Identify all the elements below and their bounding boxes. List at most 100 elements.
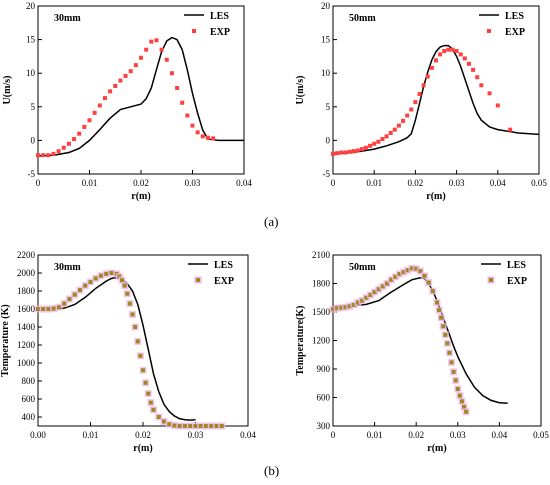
exp-marker bbox=[130, 312, 135, 317]
y-tick-label: 900 bbox=[317, 364, 331, 374]
y-tick-label: 2100 bbox=[312, 250, 331, 260]
y-tick-label: 15 bbox=[26, 35, 36, 45]
exp-marker bbox=[67, 297, 72, 302]
y-tick-label: 0 bbox=[31, 135, 36, 145]
y-tick-label: 5 bbox=[31, 102, 36, 112]
exp-marker bbox=[219, 424, 224, 428]
caption-b: (b) bbox=[264, 463, 280, 478]
exp-marker bbox=[455, 386, 460, 391]
y-tick-label: 5 bbox=[326, 102, 331, 112]
exp-marker bbox=[185, 113, 190, 118]
y-tick-label: 800 bbox=[22, 376, 36, 386]
exp-marker bbox=[144, 47, 149, 52]
exp-marker bbox=[138, 353, 143, 358]
exp-marker bbox=[457, 393, 462, 398]
exp-marker bbox=[87, 118, 92, 123]
exp-marker bbox=[421, 83, 426, 88]
exp-marker bbox=[414, 266, 419, 271]
exp-marker bbox=[409, 107, 414, 112]
exp-marker bbox=[66, 141, 71, 146]
exp-marker bbox=[78, 288, 82, 293]
exp-marker bbox=[109, 271, 114, 275]
exp-marker bbox=[41, 307, 46, 311]
exp-marker bbox=[148, 400, 153, 405]
exp-marker bbox=[88, 280, 93, 284]
exp-marker bbox=[495, 103, 500, 108]
panel-title: 50mm bbox=[349, 13, 376, 24]
legend-label-exp: EXP bbox=[214, 276, 234, 287]
exp-marker bbox=[363, 145, 368, 150]
exp-marker bbox=[405, 268, 410, 273]
exp-marker bbox=[360, 298, 365, 303]
exp-marker bbox=[133, 325, 138, 329]
exp-marker bbox=[425, 74, 430, 79]
x-tick-label: 0.02 bbox=[133, 178, 149, 188]
exp-marker bbox=[154, 38, 159, 43]
exp-marker bbox=[46, 153, 51, 158]
exp-marker bbox=[397, 272, 402, 276]
legend-label-les: LES bbox=[210, 11, 229, 22]
y-axis-label: U(m/s) bbox=[2, 76, 13, 105]
exp-marker bbox=[193, 424, 198, 428]
exp-marker bbox=[442, 49, 447, 54]
exp-marker bbox=[453, 378, 458, 383]
x-axis-label: r(m) bbox=[133, 443, 152, 454]
exp-marker bbox=[335, 151, 340, 156]
exp-marker bbox=[156, 415, 161, 419]
exp-marker bbox=[351, 302, 356, 307]
exp-marker bbox=[57, 305, 61, 310]
exp-marker bbox=[479, 83, 484, 88]
y-tick-label: 1400 bbox=[17, 322, 36, 332]
legend-marker-exp bbox=[196, 278, 200, 282]
les-curve bbox=[333, 277, 508, 404]
plot-frame bbox=[332, 5, 540, 175]
exp-marker bbox=[437, 308, 442, 313]
exp-marker bbox=[169, 71, 174, 76]
exp-marker bbox=[92, 110, 97, 115]
exp-marker bbox=[351, 149, 356, 154]
y-tick-label: 1000 bbox=[17, 358, 36, 368]
exp-marker bbox=[83, 283, 88, 288]
exp-marker bbox=[143, 380, 148, 385]
exp-marker bbox=[368, 292, 373, 297]
y-tick-label: 1200 bbox=[312, 336, 331, 346]
exp-marker bbox=[118, 78, 123, 83]
x-tick-label: 0.05 bbox=[533, 430, 549, 440]
exp-marker bbox=[447, 350, 452, 355]
x-tick-label: 0.05 bbox=[531, 178, 547, 188]
x-tick-label: 0.01 bbox=[366, 178, 382, 188]
exp-marker bbox=[164, 57, 169, 62]
exp-marker bbox=[446, 47, 451, 52]
legend-marker-exp bbox=[489, 278, 493, 282]
y-tick-label: 20 bbox=[26, 1, 36, 11]
x-tick-label: 0.02 bbox=[408, 178, 424, 188]
exp-marker bbox=[214, 424, 219, 428]
x-tick-label: 0.03 bbox=[450, 430, 466, 440]
exp-marker bbox=[471, 67, 476, 72]
panel-title: 30mm bbox=[54, 262, 81, 273]
exp-marker bbox=[462, 56, 467, 61]
exp-marker bbox=[77, 131, 82, 136]
exp-marker bbox=[389, 277, 394, 282]
les-curve bbox=[37, 36, 244, 157]
chart-panel-4: 0 0.01 0.02 0.03 0.04 0.05 300 600 900 1200 1500 18… bbox=[295, 250, 549, 454]
exp-marker bbox=[439, 315, 444, 320]
exp-marker bbox=[380, 137, 385, 142]
exp-marker bbox=[372, 290, 377, 295]
x-tick-label: 0.01 bbox=[82, 178, 98, 188]
exp-marker bbox=[458, 52, 463, 57]
exp-marker bbox=[364, 295, 369, 300]
y-tick-label: 400 bbox=[22, 412, 36, 422]
exp-marker bbox=[127, 301, 132, 306]
exp-marker bbox=[139, 55, 143, 60]
legend-label-les: LES bbox=[505, 11, 524, 22]
y-tick-label: 10 bbox=[26, 68, 36, 78]
exp-marker bbox=[123, 73, 128, 78]
exp-marker bbox=[159, 47, 164, 52]
exp-marker bbox=[125, 291, 130, 296]
x-tick-label: 0.04 bbox=[236, 178, 252, 188]
y-tick-label: 1600 bbox=[17, 304, 36, 314]
exp-marker bbox=[410, 266, 415, 271]
exp-marker bbox=[434, 58, 438, 63]
y-tick-label: 1800 bbox=[17, 286, 36, 296]
